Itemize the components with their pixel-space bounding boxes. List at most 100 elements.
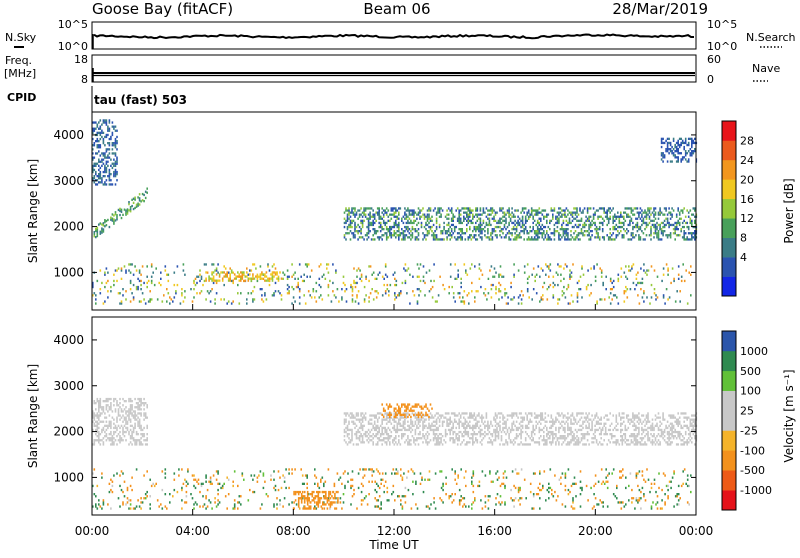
power-cell-4 <box>499 222 501 224</box>
power-cell-4 <box>640 236 642 238</box>
power-cell-4 <box>600 216 602 218</box>
power-cell-4 <box>673 228 675 230</box>
power-cell-0 <box>559 265 561 267</box>
velocity-cell-1 <box>516 414 518 416</box>
power-cell-3 <box>115 138 117 140</box>
power-cell-4 <box>569 222 571 224</box>
velocity-cell-1 <box>372 437 374 439</box>
power-cell-4 <box>685 238 687 240</box>
power-cell-4 <box>439 207 441 209</box>
power-cell-0 <box>610 288 612 290</box>
power-cell-0 <box>640 288 642 290</box>
power-cell-4 <box>680 230 682 232</box>
velocity-cell-1 <box>622 437 624 439</box>
power-cell-4 <box>658 218 660 220</box>
power-cell-0 <box>566 288 568 290</box>
velocity-cell-1 <box>412 429 414 431</box>
velocity-cell-1 <box>436 441 438 443</box>
power-cell-0 <box>263 278 265 280</box>
velocity-cell-1 <box>498 431 500 433</box>
power-cell-0 <box>643 292 645 294</box>
power-cell-4 <box>389 214 391 216</box>
velocity-cell-0 <box>602 481 604 483</box>
power-cell-1 <box>208 275 210 277</box>
velocity-cell-1 <box>374 417 376 419</box>
power-cell-4 <box>383 209 385 211</box>
velocity-cell-1 <box>600 417 602 419</box>
power-cell-4 <box>578 224 580 226</box>
power-cell-4 <box>452 232 454 234</box>
power-cell-4 <box>605 216 607 218</box>
velocity-cell-1 <box>371 439 373 441</box>
velocity-cell-1 <box>389 443 391 445</box>
power-cell-4 <box>539 207 541 209</box>
velocity-cell-1 <box>418 419 420 421</box>
power-cell-4 <box>543 209 545 211</box>
power-cell-4 <box>656 236 658 238</box>
power-cell-3 <box>104 171 106 173</box>
velocity-cell-0 <box>642 487 644 489</box>
power-cell-3 <box>97 146 99 148</box>
power-cell-4 <box>443 238 445 240</box>
power-cell-0 <box>684 280 686 282</box>
power-cell-0 <box>174 272 176 274</box>
power-cell-4 <box>477 238 479 240</box>
power-cell-0 <box>359 278 361 280</box>
velocity-cell-1 <box>584 435 586 437</box>
power-cell-4 <box>477 226 479 228</box>
power-cell-3 <box>109 119 111 121</box>
power-cell-3 <box>100 173 102 175</box>
power-cell-0 <box>299 296 301 298</box>
velocity-cell-0 <box>195 487 197 489</box>
velocity-cell-0 <box>479 485 481 487</box>
velocity-cell-1 <box>495 429 497 431</box>
power-cell-4 <box>457 207 459 209</box>
power-cell-0 <box>432 296 434 298</box>
velocity-cell-0 <box>542 487 544 489</box>
power-cell-4 <box>409 212 411 214</box>
power-cell-4 <box>566 207 568 209</box>
power-cell-4 <box>676 234 678 236</box>
velocity-cell-1 <box>551 417 553 419</box>
velocity-cell-1 <box>366 435 368 437</box>
velocity-cell-0 <box>396 468 398 470</box>
power-cell-0 <box>284 274 286 276</box>
velocity-cell-1 <box>389 419 391 421</box>
velocity-cell-0 <box>631 489 633 491</box>
velocity-cell-1 <box>622 417 624 419</box>
velocity-cell-1 <box>569 417 571 419</box>
velocity-cell-0 <box>636 477 638 479</box>
power-cell-0 <box>335 296 337 298</box>
velocity-cell-1 <box>381 419 383 421</box>
power-cell-4 <box>412 232 414 234</box>
power-cell-0 <box>246 298 248 300</box>
power-cell-4 <box>406 234 408 236</box>
velocity-cell-1 <box>594 414 596 416</box>
power-cell-3 <box>113 126 115 128</box>
power-cell-4 <box>458 216 460 218</box>
power-cell-3 <box>107 165 109 167</box>
velocity-cell-1 <box>537 417 539 419</box>
velocity-cell-0 <box>427 479 429 481</box>
power-cell-4 <box>552 214 554 216</box>
velocity-cell-1 <box>354 433 356 435</box>
power-cell-4 <box>682 212 684 214</box>
power-cell-4 <box>404 218 406 220</box>
velocity-cell-0 <box>341 507 343 509</box>
velocity-cell-0 <box>435 507 437 509</box>
power-cell-4 <box>693 214 695 216</box>
power-cell-5 <box>694 150 696 152</box>
velocity-cell-1 <box>472 414 474 416</box>
power-cell-4 <box>428 209 430 211</box>
power-cell-0 <box>536 274 538 276</box>
velocity-cell-1 <box>493 429 495 431</box>
velocity-cell-1 <box>481 414 483 416</box>
velocity-cell-1 <box>463 423 465 425</box>
velocity-cell-0 <box>367 503 369 505</box>
power-cell-4 <box>590 216 592 218</box>
velocity-cell-0 <box>388 499 390 501</box>
power-y-tick-label-4000: 4000 <box>53 128 84 142</box>
velocity-cell-0 <box>504 485 506 487</box>
power-cell-0 <box>133 298 135 300</box>
power-cell-4 <box>474 236 476 238</box>
